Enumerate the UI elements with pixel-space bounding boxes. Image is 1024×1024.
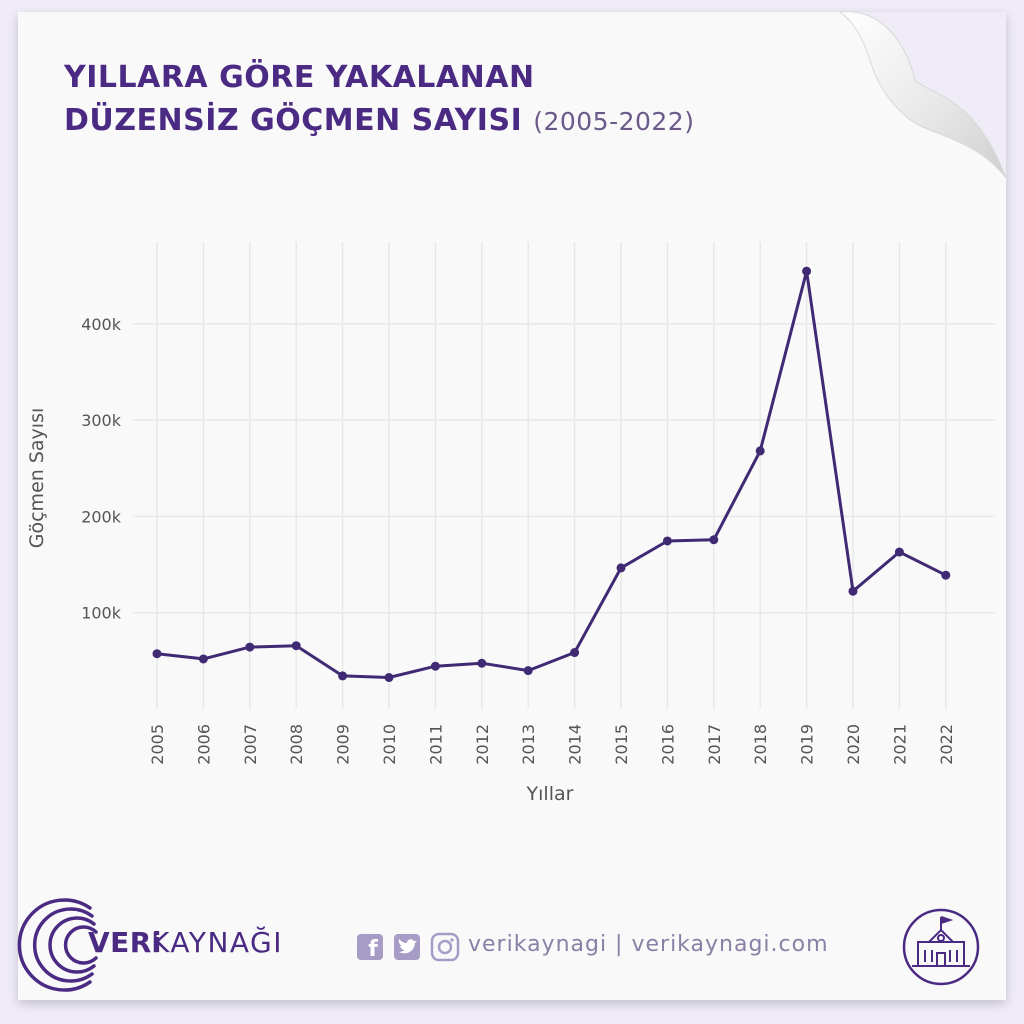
- school-building-icon: [902, 908, 980, 986]
- chart-grid: [133, 242, 995, 709]
- x-tick-label: 2013: [519, 724, 538, 765]
- x-tick-label: 2022: [937, 724, 956, 765]
- x-tick-label: 2016: [658, 724, 677, 765]
- x-tick-label: 2005: [148, 724, 167, 765]
- chart-title: YILLARA GÖRE YAKALANAN DÜZENSİZ GÖÇMEN S…: [64, 56, 694, 143]
- y-tick-label: 300k: [81, 411, 122, 430]
- x-tick-label: 2008: [287, 724, 306, 765]
- data-point: [245, 642, 255, 652]
- y-tick-label: 400k: [81, 315, 122, 334]
- data-point: [802, 266, 812, 276]
- y-axis-ticks: 100k 200k 300k 400k: [81, 315, 122, 623]
- facebook-icon[interactable]: f: [357, 934, 383, 962]
- social-handles[interactable]: verikaynagi | verikaynagi.com: [468, 932, 829, 957]
- title-range: (2005-2022): [533, 107, 695, 136]
- data-point: [384, 673, 394, 683]
- data-point: [477, 658, 487, 668]
- data-point: [523, 666, 533, 676]
- data-point: [894, 547, 904, 557]
- x-tick-label: 2011: [426, 724, 445, 765]
- svg-text:f: f: [368, 937, 378, 962]
- title-line-1: YILLARA GÖRE YAKALANAN: [64, 60, 535, 95]
- brand-kaynagi: KAYNAĞI: [151, 926, 284, 959]
- data-point: [616, 563, 626, 573]
- x-tick-label: 2018: [751, 724, 770, 765]
- brand-veri: VERi: [88, 926, 162, 959]
- data-point: [338, 671, 348, 681]
- x-tick-label: 2010: [380, 724, 399, 765]
- data-point: [662, 536, 672, 546]
- data-points: [152, 266, 951, 683]
- instagram-icon[interactable]: [430, 932, 460, 962]
- title-line-2: DÜZENSİZ GÖÇMEN SAYISI (2005-2022): [64, 99, 694, 143]
- x-tick-label: 2021: [890, 724, 909, 765]
- x-axis-ticks: 2005 2006 2007 2008 2009 2010 2011 2012 2013 2014…: [148, 724, 956, 765]
- data-point: [755, 446, 765, 456]
- data-point: [709, 535, 719, 545]
- x-axis-label: Yıllar: [526, 783, 574, 805]
- data-point: [941, 570, 951, 580]
- data-point: [198, 654, 208, 664]
- y-tick-label: 200k: [81, 507, 122, 526]
- x-tick-label: 2017: [705, 724, 724, 765]
- data-point: [430, 661, 440, 671]
- veri-kaynagi-logo-icon: [17, 898, 98, 992]
- x-tick-label: 2009: [334, 724, 353, 765]
- x-tick-label: 2006: [194, 724, 213, 765]
- x-tick-label: 2020: [844, 724, 863, 765]
- data-point: [570, 648, 580, 658]
- y-axis-label: Göçmen Sayısı: [26, 408, 48, 548]
- data-point: [848, 586, 858, 596]
- y-tick-label: 100k: [81, 604, 122, 623]
- data-point: [291, 641, 301, 651]
- data-point: [152, 649, 162, 659]
- x-tick-label: 2012: [473, 724, 492, 765]
- series-line: [156, 269, 947, 679]
- x-tick-label: 2014: [566, 724, 585, 765]
- x-tick-label: 2007: [241, 724, 260, 765]
- twitter-icon[interactable]: [394, 934, 420, 960]
- x-tick-label: 2019: [798, 724, 817, 765]
- x-tick-label: 2015: [612, 724, 631, 765]
- title-line-2-main: DÜZENSİZ GÖÇMEN SAYISI: [64, 103, 523, 138]
